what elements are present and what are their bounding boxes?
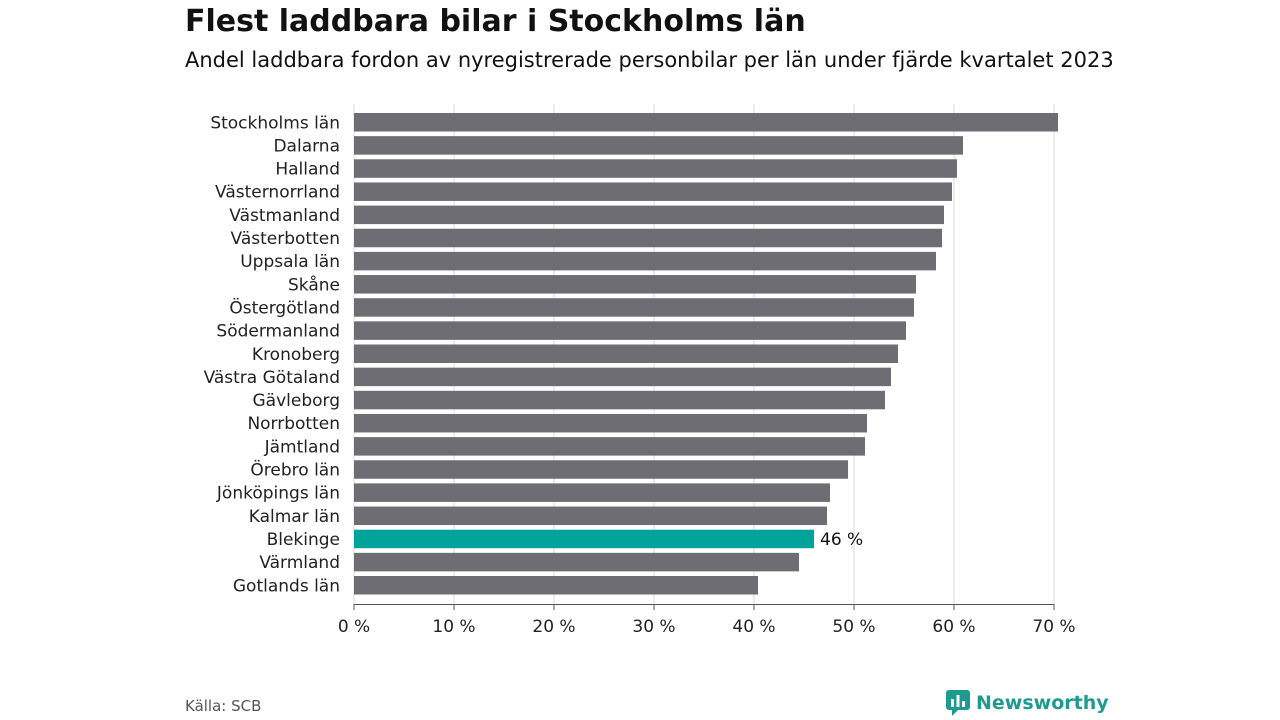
bar bbox=[354, 113, 1058, 132]
x-tick-label: 20 % bbox=[532, 617, 575, 637]
bar bbox=[354, 275, 916, 294]
newsworthy-logo-icon bbox=[946, 690, 970, 716]
bar bbox=[354, 460, 848, 479]
category-label: Örebro län bbox=[250, 459, 340, 481]
category-label: Gävleborg bbox=[252, 391, 340, 411]
bar bbox=[354, 413, 867, 433]
bar bbox=[354, 529, 814, 549]
category-label: Stockholms län bbox=[210, 113, 340, 133]
brand-name: Newsworthy bbox=[976, 692, 1109, 714]
category-label: Västra Götaland bbox=[204, 368, 340, 388]
category-label: Blekinge bbox=[267, 530, 340, 550]
x-tick-label: 10 % bbox=[432, 617, 475, 637]
bar bbox=[354, 552, 799, 572]
data-label: 46 % bbox=[820, 530, 863, 550]
category-label: Gotlands län bbox=[233, 576, 340, 596]
category-label: Södermanland bbox=[216, 322, 340, 342]
brand-logo: Newsworthy bbox=[946, 690, 1109, 716]
bar bbox=[354, 228, 942, 248]
bar bbox=[354, 321, 906, 340]
x-tick-label: 50 % bbox=[832, 617, 875, 637]
category-label: Västernorrland bbox=[215, 183, 340, 203]
bar bbox=[354, 182, 952, 201]
bar bbox=[354, 483, 830, 502]
x-tick-label: 40 % bbox=[732, 617, 775, 637]
bar bbox=[354, 205, 944, 225]
category-label: Västmanland bbox=[229, 206, 340, 226]
category-label: Kronoberg bbox=[252, 345, 340, 365]
bar bbox=[354, 251, 936, 271]
bar bbox=[354, 298, 914, 317]
bar bbox=[354, 390, 885, 410]
bar bbox=[354, 506, 827, 526]
bar bbox=[354, 367, 891, 387]
bar bbox=[354, 159, 957, 178]
category-label: Norrbotten bbox=[247, 414, 340, 434]
bar bbox=[354, 437, 865, 456]
x-tick-label: 0 % bbox=[338, 617, 370, 637]
x-tick-label: 70 % bbox=[1032, 617, 1075, 637]
category-label: Jönköpings län bbox=[216, 484, 340, 504]
x-tick-label: 60 % bbox=[932, 617, 975, 637]
x-tick-label: 30 % bbox=[632, 617, 675, 637]
category-label: Värmland bbox=[259, 553, 340, 573]
category-label: Östergötland bbox=[229, 296, 340, 318]
category-label: Uppsala län bbox=[240, 252, 340, 272]
chart-subtitle: Andel laddbara fordon av nyregistrerade … bbox=[185, 48, 1114, 72]
category-label: Jämtland bbox=[264, 437, 340, 457]
source-note: Källa: SCB bbox=[185, 697, 262, 715]
bar bbox=[354, 136, 963, 155]
bar bbox=[354, 576, 758, 595]
category-label: Halland bbox=[275, 160, 340, 180]
category-label: Västerbotten bbox=[231, 229, 340, 249]
category-label: Kalmar län bbox=[249, 507, 340, 527]
category-label: Dalarna bbox=[273, 136, 340, 156]
category-label: Skåne bbox=[288, 274, 340, 295]
chart-title: Flest laddbara bilar i Stockholms län bbox=[185, 4, 806, 39]
bar bbox=[354, 344, 898, 363]
